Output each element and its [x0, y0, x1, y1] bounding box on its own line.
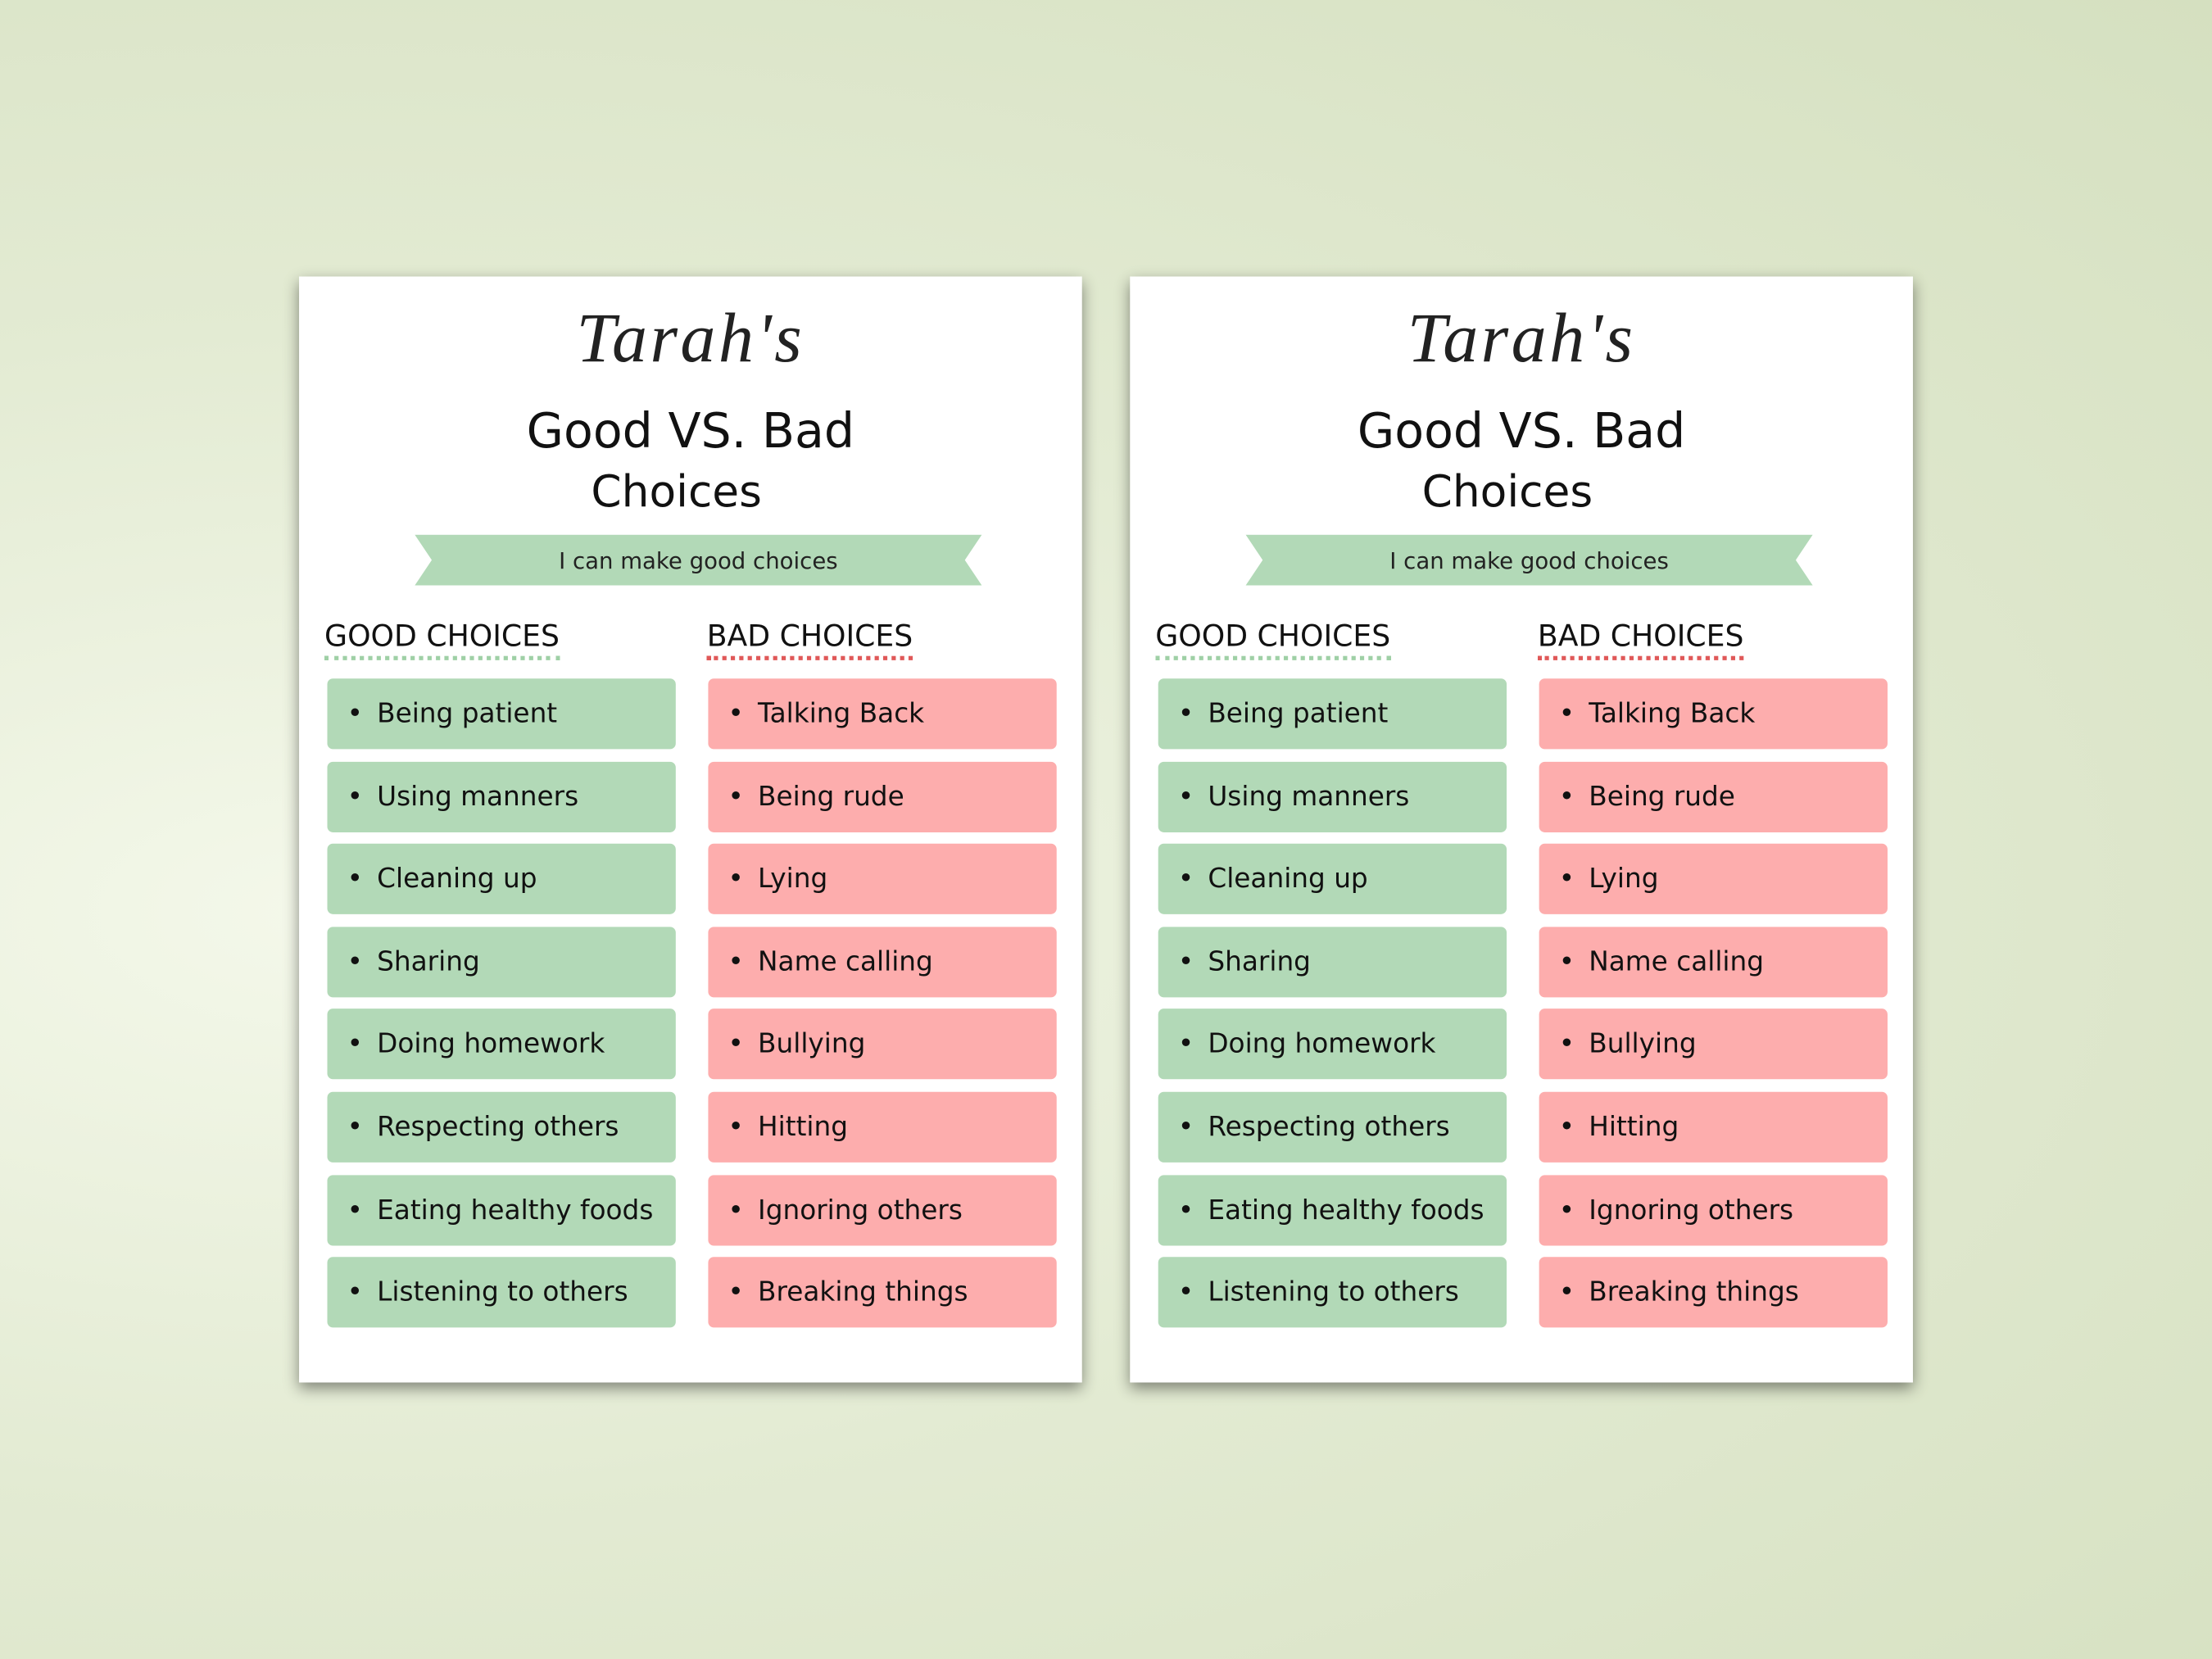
bad-item: Being rude [708, 761, 1057, 832]
bad-item: Being rude [1539, 761, 1888, 832]
bad-item: Lying [1539, 844, 1888, 915]
worksheet-card: Tarah's Good VS. Bad Choices I can make goo… [299, 276, 1082, 1383]
bad-item: Talking Back [708, 678, 1057, 750]
title: Good VS. Bad [526, 403, 855, 460]
good-item: Using manners [327, 761, 676, 832]
good-heading: GOOD CHOICES [1155, 619, 1391, 660]
bad-item: Ignoring others [708, 1174, 1057, 1245]
title: Good VS. Bad [1357, 403, 1686, 460]
good-item: Doing homework [327, 1009, 676, 1080]
good-item: Using manners [1158, 761, 1507, 832]
bad-item: Bullying [708, 1009, 1057, 1080]
bad-item: Hitting [708, 1091, 1057, 1163]
good-item: Sharing [327, 926, 676, 998]
child-name: Tarah's [576, 297, 805, 377]
good-item: Listening to others [1158, 1257, 1507, 1328]
bad-item: Breaking things [1539, 1257, 1888, 1328]
bad-heading: BAD CHOICES [1537, 619, 1744, 660]
good-item: Cleaning up [327, 844, 676, 915]
bad-heading: BAD CHOICES [706, 619, 913, 660]
child-name: Tarah's [1407, 297, 1636, 377]
good-item: Being patient [1158, 678, 1507, 750]
good-item: Being patient [327, 678, 676, 750]
good-item: Eating healthy foods [1158, 1174, 1507, 1245]
good-item: Listening to others [327, 1257, 676, 1328]
banner: I can make good choices [415, 534, 982, 586]
bad-item: Name calling [708, 926, 1057, 998]
bad-item: Breaking things [708, 1257, 1057, 1328]
bad-item: Bullying [1539, 1009, 1888, 1080]
bad-item: Ignoring others [1539, 1174, 1888, 1245]
good-item: Respecting others [1158, 1091, 1507, 1163]
good-item: Doing homework [1158, 1009, 1507, 1080]
good-item: Respecting others [327, 1091, 676, 1163]
good-item: Sharing [1158, 926, 1507, 998]
worksheet-card: Tarah's Good VS. Bad Choices I can make goo… [1130, 276, 1913, 1383]
bad-item: Name calling [1539, 926, 1888, 998]
good-item: Eating healthy foods [327, 1174, 676, 1245]
bad-item: Lying [708, 844, 1057, 915]
banner: I can make good choices [1245, 534, 1813, 586]
bad-item: Hitting [1539, 1091, 1888, 1163]
good-heading: GOOD CHOICES [324, 619, 560, 660]
subtitle: Choices [591, 466, 762, 518]
bad-item: Talking Back [1539, 678, 1888, 750]
subtitle: Choices [1421, 466, 1593, 518]
good-item: Cleaning up [1158, 844, 1507, 915]
